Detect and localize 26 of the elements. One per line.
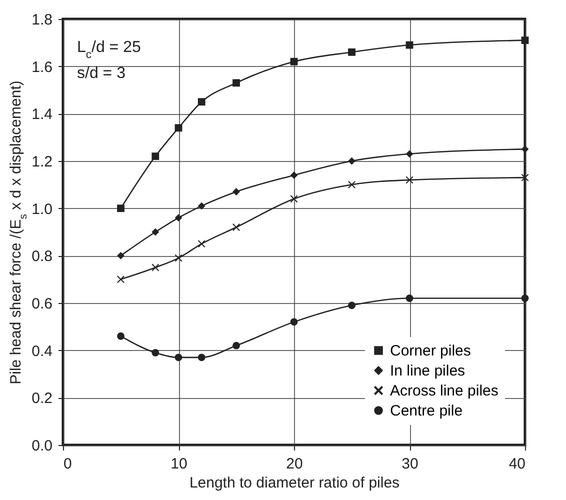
y-tick-label: 0.6 <box>32 296 52 312</box>
point <box>117 252 124 260</box>
y-tick-label: 1.0 <box>32 200 52 218</box>
x-tick-label: 10 <box>170 456 188 472</box>
x-axis-title: Length to diameter ratio of piles <box>189 474 400 492</box>
legend-label: In line piles <box>390 362 466 380</box>
x-tick-label: 0 <box>64 456 72 472</box>
y-tick-label: 1.4 <box>32 106 52 124</box>
y-tick-label: 1.6 <box>32 58 52 76</box>
y-tick-label: 0.2 <box>32 390 52 408</box>
point <box>117 276 124 284</box>
annotation: s/d = 3 <box>77 65 126 82</box>
legend-label: Corner piles <box>390 342 471 360</box>
legend-label: Centre pile <box>390 402 463 420</box>
point <box>521 174 529 182</box>
legend-label: Across line piles <box>390 382 498 400</box>
y-tick-label: 0.8 <box>32 248 52 266</box>
x-tick-label: 30 <box>402 456 418 472</box>
x-tick-label: 20 <box>286 456 303 472</box>
x-tick-label: 40 <box>508 456 526 472</box>
y-tick-label: 1.8 <box>32 12 52 28</box>
annotation: L$_{c}$/d = 25 <box>77 39 141 61</box>
y-tick-label: 1.2 <box>32 154 52 170</box>
y-tick-label: 0.4 <box>32 342 52 360</box>
point <box>117 204 124 212</box>
y-tick-label: 0.0 <box>32 438 52 454</box>
